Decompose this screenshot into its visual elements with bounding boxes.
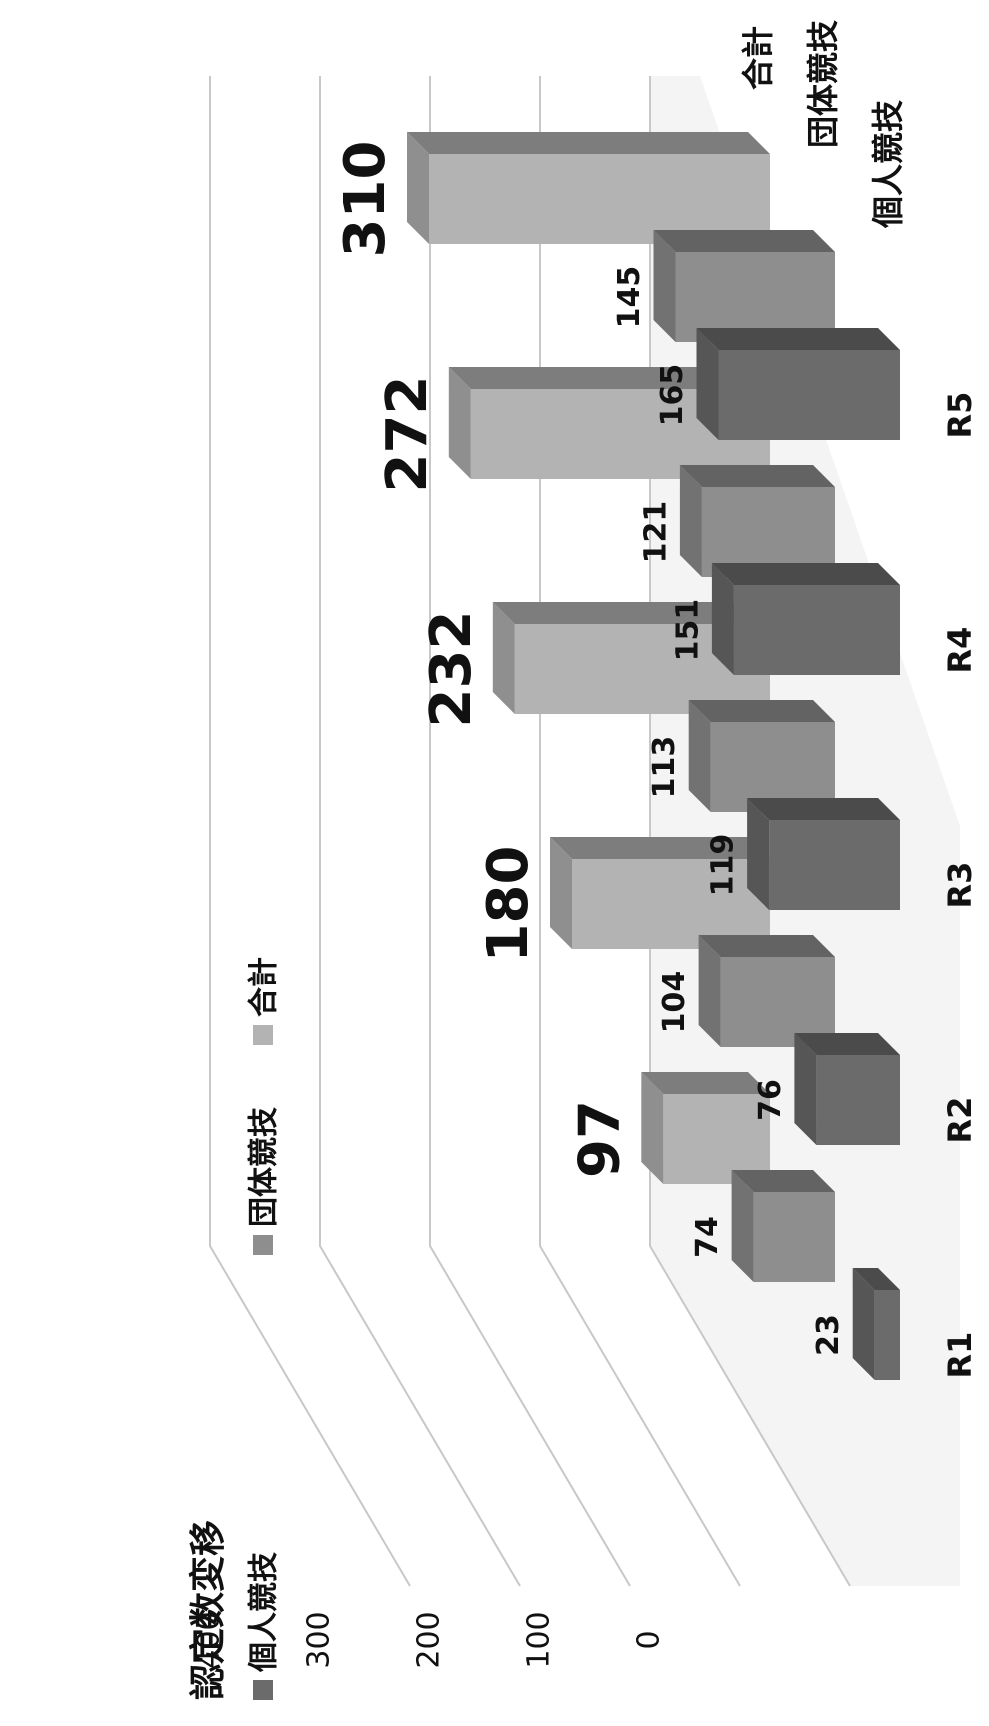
- depth-label: 団体競技: [804, 20, 842, 148]
- value-label: 180: [476, 846, 541, 963]
- bar-top: [679, 465, 702, 577]
- legend-swatch: [253, 1680, 273, 1700]
- bar-top: [641, 1072, 664, 1184]
- bar-side: [679, 465, 835, 487]
- bar-top: [698, 935, 721, 1047]
- x-tick-label: R5: [941, 392, 979, 439]
- bar-side: [852, 1268, 900, 1290]
- bar-side: [641, 1072, 770, 1094]
- grid-line: [429, 76, 631, 1587]
- depth-label: 個人競技: [869, 100, 907, 229]
- value-label: 151: [670, 599, 705, 662]
- bar-top: [448, 367, 471, 479]
- value-label: 23: [811, 1314, 846, 1356]
- value-label: 113: [647, 736, 682, 799]
- bar: [701, 487, 836, 577]
- bar-top: [731, 1170, 754, 1282]
- legend-label: 合計: [247, 957, 282, 1017]
- value-label: 76: [753, 1079, 788, 1121]
- x-tick-label: R4: [941, 627, 979, 674]
- bar: [429, 154, 770, 244]
- bar-side: [747, 798, 900, 820]
- bar-top: [688, 700, 711, 812]
- value-label: 121: [638, 501, 673, 564]
- bar-side: [711, 563, 900, 585]
- legend-swatch: [253, 1025, 273, 1045]
- y-tick-label: 400: [192, 1611, 227, 1668]
- bar-top: [747, 798, 770, 910]
- bar-side: [698, 935, 835, 957]
- bar-side: [550, 837, 770, 859]
- bar: [720, 957, 835, 1047]
- bar-top: [794, 1033, 817, 1145]
- x-tick-label: R2: [941, 1097, 979, 1144]
- bar-side: [794, 1033, 900, 1055]
- bar-top: [653, 230, 676, 342]
- bar: [816, 1055, 901, 1145]
- bar-top: [696, 328, 719, 440]
- bar: [710, 722, 836, 812]
- bar: [663, 1094, 770, 1184]
- y-tick-label: 0: [632, 1630, 667, 1649]
- bar: [769, 820, 900, 910]
- bar-top: [492, 602, 515, 714]
- bar-side: [696, 328, 900, 350]
- value-label: 272: [375, 376, 440, 493]
- bar: [753, 1192, 835, 1282]
- x-tick-label: R3: [941, 862, 979, 909]
- y-tick-label: 200: [412, 1611, 447, 1668]
- value-label: 232: [419, 611, 484, 728]
- bar-top: [852, 1268, 875, 1380]
- grid-line: [319, 76, 521, 1587]
- value-label: 165: [655, 364, 690, 427]
- bar-top: [407, 132, 429, 244]
- bar: [572, 859, 770, 949]
- bar-side: [731, 1170, 835, 1192]
- bar: [470, 389, 770, 479]
- value-label: 74: [690, 1216, 725, 1258]
- value-label: 145: [612, 266, 647, 329]
- bar-top: [550, 837, 572, 949]
- bar-side: [407, 132, 770, 154]
- bar: [718, 350, 900, 440]
- bar-top: [711, 563, 734, 675]
- y-tick-label: 100: [522, 1611, 557, 1668]
- chart-title: 認定数変移: [187, 1520, 229, 1700]
- grid-line: [209, 76, 411, 1587]
- value-label: 119: [706, 834, 741, 897]
- y-tick-label: 300: [302, 1611, 337, 1668]
- bar-side: [688, 700, 835, 722]
- legend-label: 個人競技: [247, 1552, 282, 1673]
- bar: [733, 585, 901, 675]
- value-label: 104: [657, 971, 692, 1034]
- bar-side: [653, 230, 835, 252]
- bar: [514, 624, 770, 714]
- legend-label: 団体競技: [247, 1107, 282, 1227]
- bar-side: [448, 367, 770, 389]
- bar: [675, 252, 835, 342]
- bar: [874, 1290, 901, 1380]
- value-label: 97: [567, 1100, 632, 1178]
- bar-side: [492, 602, 770, 624]
- depth-label: 合計: [739, 26, 777, 90]
- x-tick-label: R1: [941, 1332, 979, 1379]
- legend-swatch: [253, 1235, 273, 1255]
- value-label: 310: [333, 141, 398, 258]
